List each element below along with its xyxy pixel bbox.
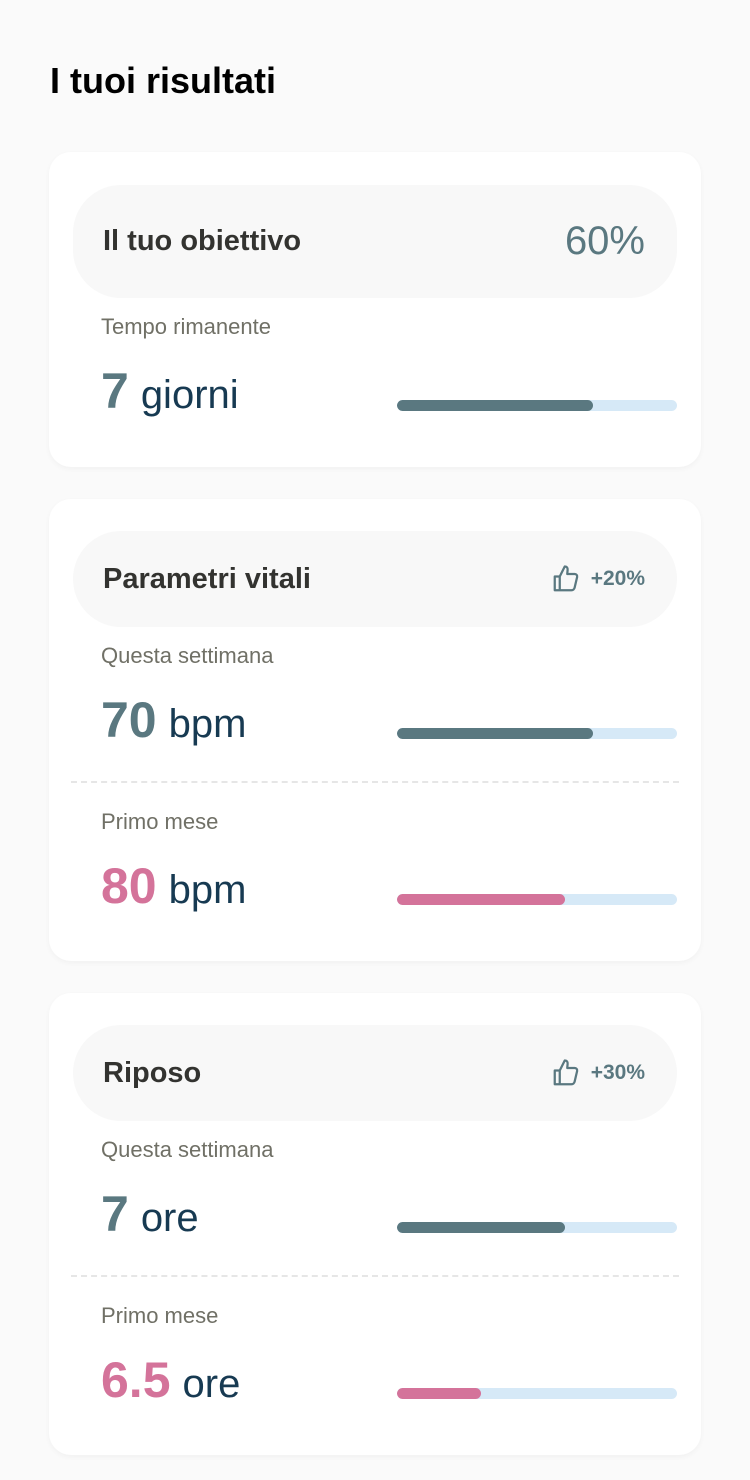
- vitals-month-unit: bpm: [168, 868, 247, 912]
- vitals-month-label: Primo mese: [101, 809, 219, 834]
- rest-week-value: 7 ore: [101, 1185, 199, 1243]
- rest-week-label: Questa settimana: [101, 1137, 274, 1162]
- rest-month-value: 6.5 ore: [101, 1351, 240, 1409]
- rest-month-progress-bar: [397, 1388, 677, 1399]
- vitals-week-progress-bar: [397, 728, 677, 739]
- vitals-week-number: 70: [101, 692, 157, 748]
- goal-progress-bar: [397, 400, 677, 411]
- rest-month-number: 6.5: [101, 1352, 171, 1408]
- goal-percent: 60%: [564, 219, 645, 263]
- vitals-card: Parametri vitali +20% Questa settimana 7…: [49, 499, 701, 961]
- goal-unit: giorni: [140, 373, 239, 417]
- rest-badge-text: +30%: [590, 1061, 645, 1084]
- vitals-month-number: 80: [101, 858, 157, 914]
- vitals-week-progress-fill: [397, 728, 593, 739]
- rest-month-unit: ore: [182, 1362, 241, 1406]
- vitals-week-value: 70 bpm: [101, 691, 246, 749]
- vitals-title: Parametri vitali: [103, 562, 311, 595]
- thumbs-up-icon: [553, 565, 579, 592]
- vitals-badge: +20%: [551, 564, 645, 594]
- divider: [71, 1275, 679, 1277]
- vitals-month-progress-fill: [397, 894, 565, 905]
- vitals-week-unit: bpm: [168, 702, 247, 746]
- page-title: I tuoi risultati: [50, 60, 277, 101]
- vitals-header: Parametri vitali +20%: [73, 531, 677, 627]
- goal-progress-fill: [397, 400, 593, 411]
- vitals-month-value: 80 bpm: [101, 857, 246, 915]
- goal-value: 7 giorni: [101, 362, 239, 420]
- rest-month-label: Primo mese: [101, 1303, 219, 1328]
- goal-title: Il tuo obiettivo: [103, 225, 302, 257]
- rest-month-progress-fill: [397, 1388, 481, 1399]
- rest-week-unit: ore: [140, 1196, 199, 1240]
- rest-week-progress-fill: [397, 1222, 565, 1233]
- vitals-week-label: Questa settimana: [101, 643, 274, 668]
- rest-badge: +30%: [551, 1058, 645, 1088]
- rest-week-number: 7: [101, 1186, 129, 1242]
- rest-header: Riposo +30%: [73, 1025, 677, 1121]
- goal-header: Il tuo obiettivo 60%: [73, 185, 677, 298]
- rest-title: Riposo: [103, 1056, 202, 1089]
- goal-number: 7: [101, 363, 129, 419]
- goal-card: Il tuo obiettivo 60% Tempo rimanente 7 gi…: [49, 152, 701, 467]
- vitals-month-progress-bar: [397, 894, 677, 905]
- rest-week-progress-bar: [397, 1222, 677, 1233]
- goal-label: Tempo rimanente: [101, 314, 271, 339]
- rest-card: Riposo +30% Questa settimana 7 ore Primo …: [49, 993, 701, 1455]
- divider: [71, 781, 679, 783]
- thumbs-up-icon: [553, 1059, 579, 1086]
- vitals-badge-text: +20%: [590, 567, 645, 590]
